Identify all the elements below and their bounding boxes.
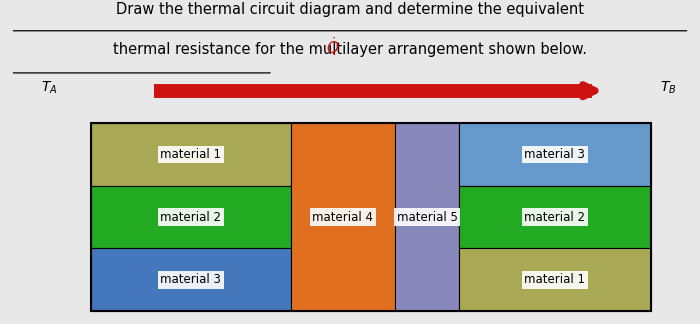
Text: material 2: material 2 xyxy=(524,211,585,224)
Text: material 1: material 1 xyxy=(524,273,585,286)
Bar xyxy=(458,249,651,311)
Text: $\dot{Q}$: $\dot{Q}$ xyxy=(326,35,340,58)
Text: $T_A$: $T_A$ xyxy=(41,79,57,96)
Bar xyxy=(91,249,290,311)
Text: material 5: material 5 xyxy=(397,211,457,224)
Bar xyxy=(91,123,290,186)
Text: Draw the thermal circuit diagram and determine the equivalent: Draw the thermal circuit diagram and det… xyxy=(116,2,584,17)
Bar xyxy=(91,123,651,311)
Bar xyxy=(290,123,396,311)
Text: material 3: material 3 xyxy=(524,148,585,161)
Text: $T_B$: $T_B$ xyxy=(660,79,677,96)
Text: material 1: material 1 xyxy=(160,148,221,161)
Bar xyxy=(395,123,458,311)
Text: material 3: material 3 xyxy=(160,273,221,286)
Bar xyxy=(458,186,651,249)
Bar xyxy=(458,123,651,186)
Text: material 4: material 4 xyxy=(312,211,374,224)
Text: thermal resistance for the multilayer arrangement shown below.: thermal resistance for the multilayer ar… xyxy=(113,42,587,57)
Bar xyxy=(91,186,290,249)
Text: material 2: material 2 xyxy=(160,211,221,224)
